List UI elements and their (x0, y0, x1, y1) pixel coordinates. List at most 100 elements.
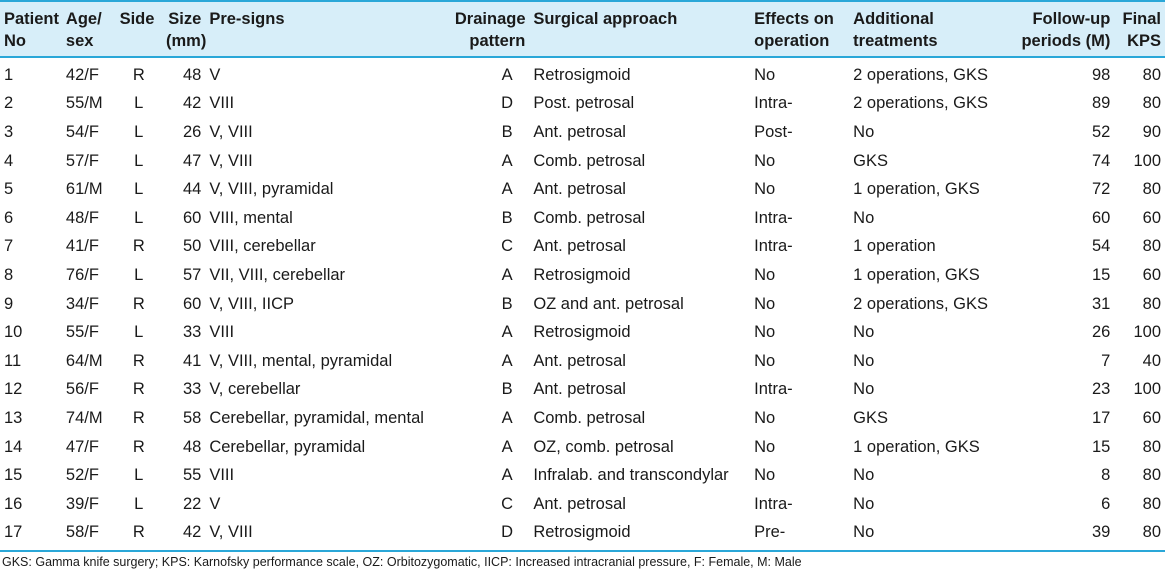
cell-pre-signs: V, VIII, IICP (209, 294, 294, 313)
cell-drainage-pattern: C (501, 237, 514, 256)
cell-effects-on-operation: No (754, 265, 776, 284)
cell-age-sex: 64/M (65, 351, 103, 370)
cell-final-kps: 80 (1142, 180, 1161, 199)
cell-side: L (134, 122, 144, 141)
cell-age-sex: 34/F (65, 294, 99, 313)
cell-surgical-approach: Ant. petrosal (533, 180, 626, 199)
cell-patient-no: 15 (4, 466, 23, 485)
cell-additional-treatments: 1 operation, GKS (853, 437, 980, 456)
table-row: 1 42/F R 48 V A Retrosigmoid No 2 operations, GK… (0, 57, 1165, 90)
cell-size: 47 (182, 151, 202, 170)
cell-final-kps: 100 (1133, 380, 1161, 399)
cell-effects-on-operation: No (754, 151, 776, 170)
header-pre-signs: Pre-signs (209, 10, 285, 28)
cell-pre-signs: VIII (209, 323, 235, 342)
cell-size: 58 (182, 408, 202, 427)
table-row: 12 56/F R 33 V, cerebellar B Ant. petrosal Intr… (0, 376, 1165, 405)
cell-drainage-pattern: A (501, 65, 513, 84)
cell-age-sex: 39/F (65, 494, 99, 513)
cell-side: R (132, 380, 145, 399)
cell-size: 60 (182, 208, 202, 227)
cell-final-kps: 80 (1142, 494, 1161, 513)
cell-pre-signs: VIII (209, 94, 235, 113)
cell-age-sex: 76/F (65, 265, 99, 284)
cell-drainage-pattern: A (501, 351, 513, 370)
cell-age-sex: 54/F (65, 122, 99, 141)
cell-surgical-approach: Comb. petrosal (533, 151, 646, 170)
cell-effects-on-operation: No (754, 437, 776, 456)
cell-drainage-pattern: C (501, 494, 514, 513)
cell-patient-no: 17 (4, 523, 23, 542)
cell-drainage-pattern: D (501, 523, 514, 542)
cell-patient-no: 12 (4, 380, 23, 399)
cell-additional-treatments: No (853, 323, 875, 342)
cell-pre-signs: Cerebellar, pyramidal (209, 437, 366, 456)
cell-patient-no: 11 (4, 351, 22, 370)
cell-pre-signs: V (209, 65, 221, 84)
cell-additional-treatments: No (853, 380, 875, 399)
cell-patient-no: 1 (4, 65, 14, 84)
cell-effects-on-operation: No (754, 294, 776, 313)
cell-drainage-pattern: A (501, 437, 513, 456)
cell-final-kps: 80 (1142, 237, 1161, 256)
cell-age-sex: 47/F (65, 437, 99, 456)
cell-final-kps: 90 (1142, 122, 1161, 141)
header-follow-up: Follow-up periods (M) (1021, 10, 1111, 50)
cell-pre-signs: V, VIII (209, 523, 253, 542)
cell-final-kps: 60 (1142, 265, 1161, 284)
cell-surgical-approach: Comb. petrosal (533, 408, 646, 427)
cell-effects-on-operation: No (754, 351, 776, 370)
cell-surgical-approach: Ant. petrosal (533, 237, 626, 256)
cell-final-kps: 100 (1133, 323, 1161, 342)
cell-follow-up: 26 (1092, 323, 1111, 342)
cell-size: 48 (182, 65, 202, 84)
cell-pre-signs: VIII (209, 466, 235, 485)
cell-additional-treatments: No (853, 523, 875, 542)
cell-follow-up: 74 (1092, 151, 1111, 170)
cell-surgical-approach: OZ, comb. petrosal (533, 437, 674, 456)
cell-size: 33 (182, 323, 202, 342)
cell-age-sex: 41/F (65, 237, 99, 256)
cell-follow-up: 54 (1092, 237, 1111, 256)
cell-surgical-approach: Ant. petrosal (533, 494, 626, 513)
cell-size: 57 (182, 265, 202, 284)
cell-drainage-pattern: A (501, 466, 513, 485)
cell-side: R (132, 294, 145, 313)
cell-size: 33 (182, 380, 202, 399)
cell-additional-treatments: No (853, 208, 875, 227)
cell-size: 22 (182, 494, 202, 513)
cell-pre-signs: V, VIII (209, 151, 253, 170)
cell-side: R (132, 523, 145, 542)
table-row: 16 39/F L 22 V C Ant. petrosal Intra- No 6 80 (0, 490, 1165, 519)
cell-additional-treatments: 1 operation, GKS (853, 180, 980, 199)
table-row: 15 52/F L 55 VIII A Infralab. and transcondyla… (0, 461, 1165, 490)
cell-side: L (134, 151, 144, 170)
cell-age-sex: 55/F (65, 323, 99, 342)
cell-effects-on-operation: Intra- (754, 494, 793, 513)
cell-surgical-approach: Retrosigmoid (533, 523, 631, 542)
header-patient-no: Patient No (4, 10, 60, 50)
cell-pre-signs: VII, VIII, cerebellar (209, 265, 346, 284)
cell-side: R (132, 351, 145, 370)
cell-surgical-approach: Post. petrosal (533, 94, 635, 113)
cell-effects-on-operation: No (754, 466, 776, 485)
cell-side: L (134, 208, 144, 227)
cell-follow-up: 15 (1092, 437, 1111, 456)
cell-surgical-approach: Retrosigmoid (533, 323, 631, 342)
cell-patient-no: 4 (4, 151, 14, 170)
cell-additional-treatments: 2 operations, GKS (853, 294, 988, 313)
cell-surgical-approach: Infralab. and transcondylar (533, 466, 729, 485)
cell-side: R (132, 437, 145, 456)
table-footnote: GKS: Gamma knife surgery; KPS: Karnofsky… (0, 550, 1165, 572)
cell-patient-no: 3 (4, 122, 14, 141)
cell-age-sex: 61/M (65, 180, 103, 199)
table-header: Patient No Age/ sex Side Size (mm) Pre-s… (0, 1, 1165, 57)
cell-pre-signs: V (209, 494, 221, 513)
cell-age-sex: 74/M (65, 408, 103, 427)
cell-side: L (134, 94, 144, 113)
cell-final-kps: 80 (1142, 437, 1161, 456)
cell-additional-treatments: 1 operation, GKS (853, 265, 980, 284)
cell-size: 26 (182, 122, 202, 141)
cell-size: 60 (182, 294, 202, 313)
cell-age-sex: 57/F (65, 151, 99, 170)
